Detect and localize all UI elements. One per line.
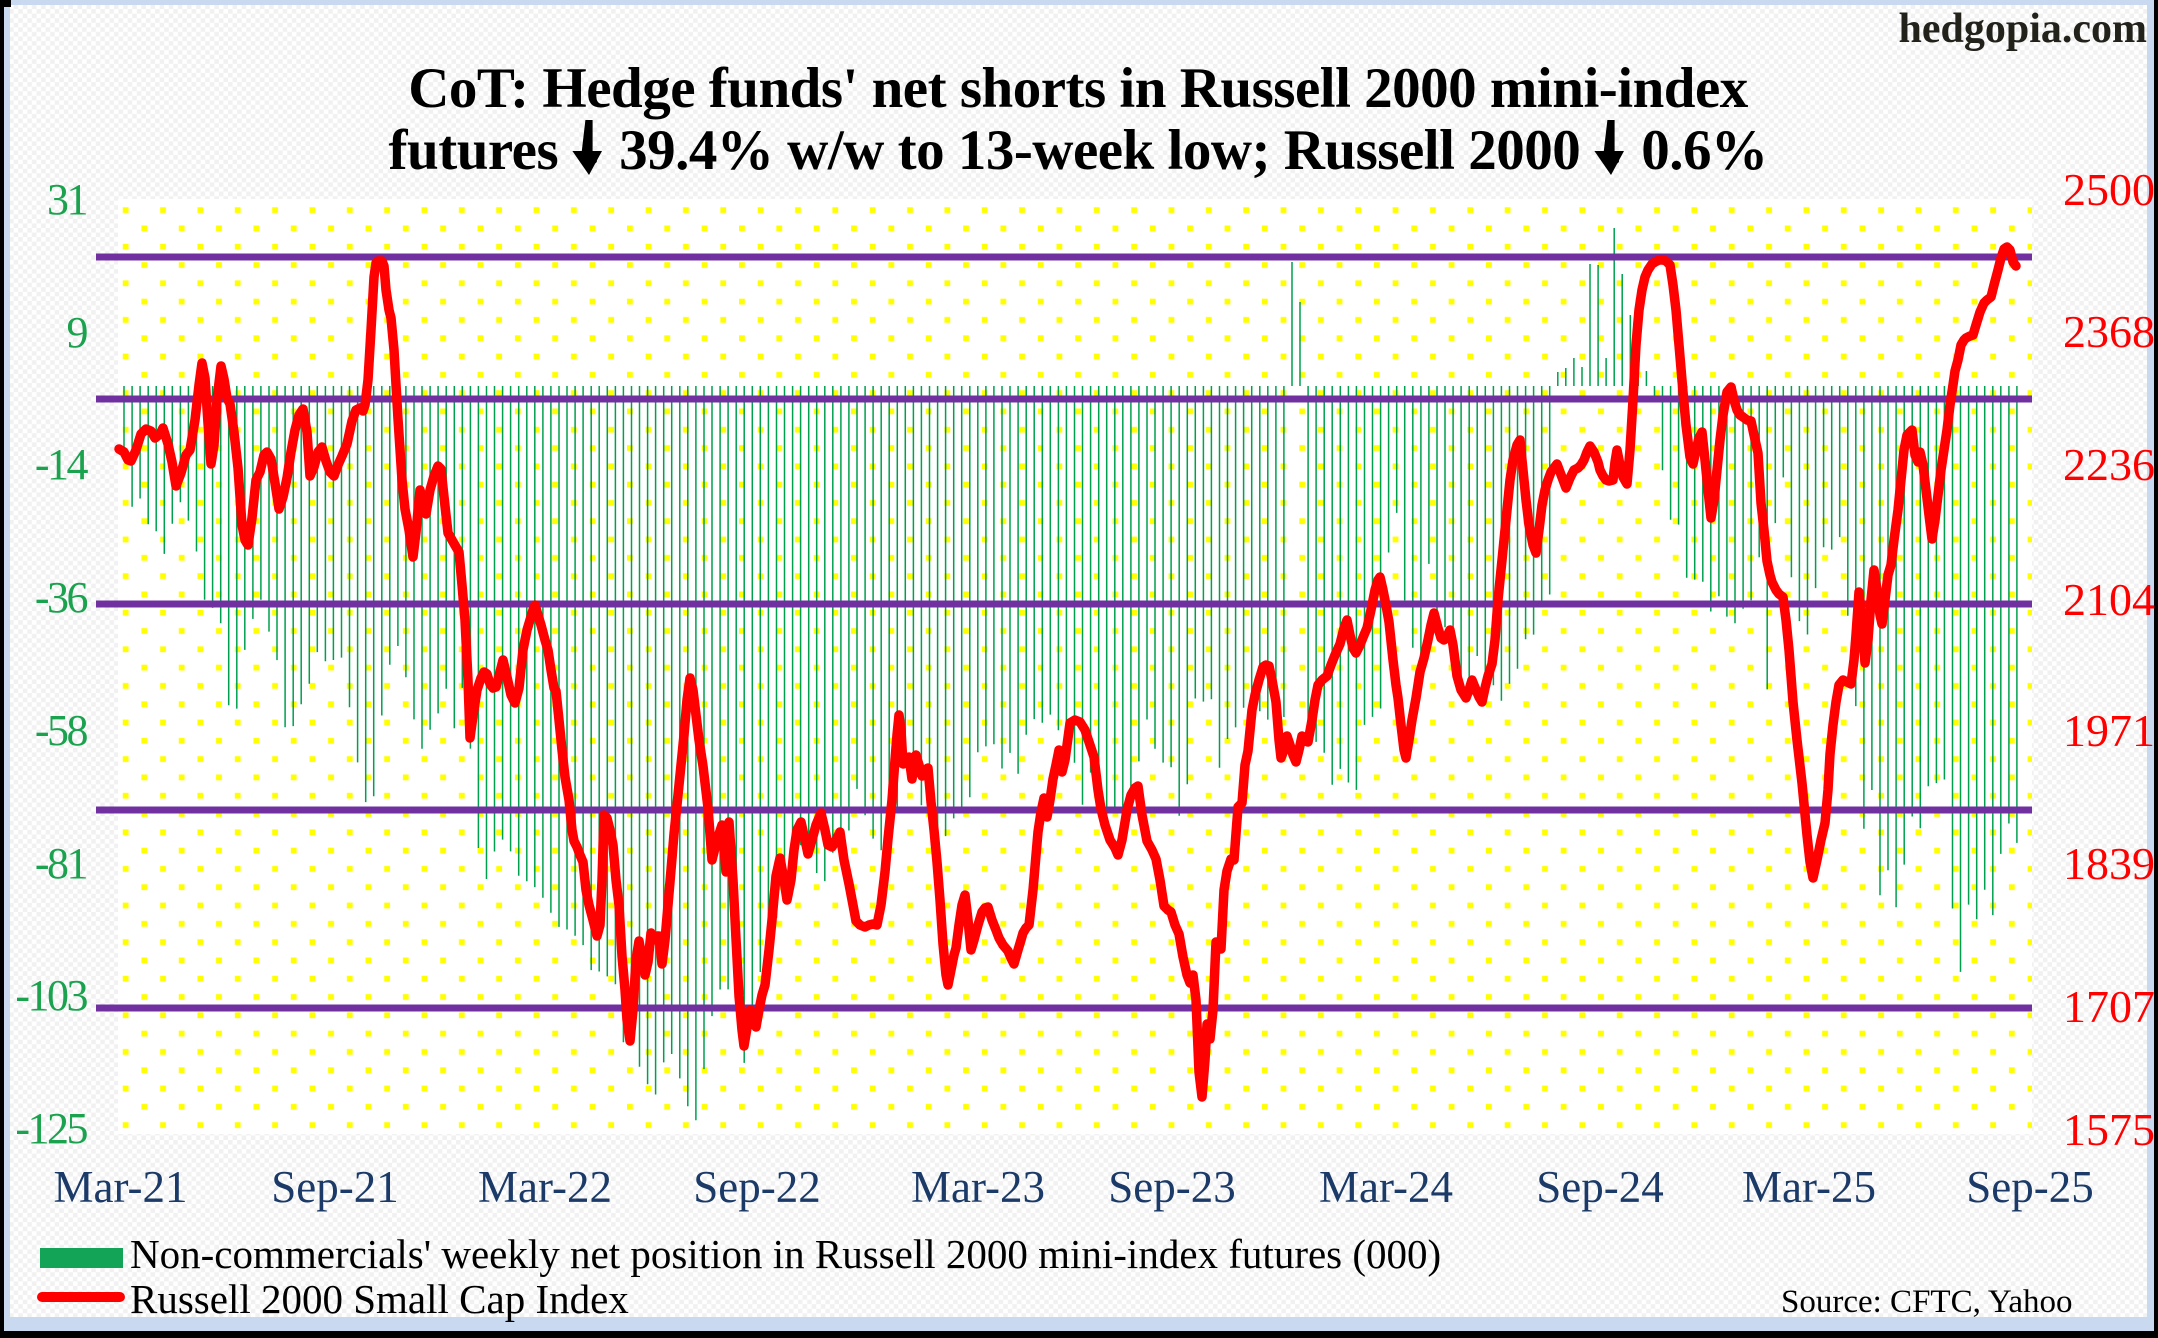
svg-text:-125: -125 — [15, 1104, 87, 1153]
svg-text:1707: 1707 — [2063, 981, 2155, 1032]
svg-text:-81: -81 — [35, 839, 87, 888]
svg-text:-58: -58 — [35, 706, 88, 755]
svg-text:1575: 1575 — [2063, 1104, 2155, 1155]
svg-text:1971: 1971 — [2063, 705, 2155, 756]
svg-text:CoT: Hedge funds' net shorts i: CoT: Hedge funds' net shorts in Russell … — [408, 57, 1749, 120]
svg-text:Sep-21: Sep-21 — [271, 1162, 399, 1212]
svg-text:Mar-23: Mar-23 — [911, 1162, 1045, 1212]
svg-text:Mar-24: Mar-24 — [1319, 1162, 1453, 1212]
svg-text:Russell 2000 Small Cap Index: Russell 2000 Small Cap Index — [130, 1276, 629, 1322]
svg-text:Mar-25: Mar-25 — [1742, 1162, 1876, 1212]
svg-text:-36: -36 — [35, 573, 88, 622]
svg-text:Sep-22: Sep-22 — [693, 1162, 821, 1212]
svg-text:1839: 1839 — [2063, 838, 2155, 889]
svg-text:Mar-22: Mar-22 — [478, 1162, 612, 1212]
svg-text:Sep-25: Sep-25 — [1966, 1162, 2094, 1212]
svg-text:-14: -14 — [35, 440, 89, 489]
svg-text:Sep-23: Sep-23 — [1108, 1162, 1236, 1212]
svg-text:futures ↓ 39.4% w/w to 13-week: futures ↓ 39.4% w/w to 13-week low; Russ… — [389, 108, 1768, 184]
svg-text:Sep-24: Sep-24 — [1536, 1162, 1664, 1212]
svg-text:31: 31 — [47, 175, 87, 224]
svg-text:Mar-21: Mar-21 — [53, 1162, 187, 1212]
svg-text:Source: CFTC, Yahoo: Source: CFTC, Yahoo — [1781, 1284, 2073, 1320]
svg-text:2500: 2500 — [2063, 164, 2155, 215]
svg-text:2236: 2236 — [2063, 439, 2155, 490]
svg-text:hedgopia.com: hedgopia.com — [1898, 6, 2147, 52]
svg-text:Non-commercials' weekly net po: Non-commercials' weekly net position in … — [130, 1231, 1441, 1277]
svg-text:9: 9 — [67, 308, 88, 357]
svg-text:2104: 2104 — [2063, 574, 2155, 625]
svg-text:2368: 2368 — [2063, 306, 2155, 357]
svg-text:-103: -103 — [15, 971, 87, 1020]
